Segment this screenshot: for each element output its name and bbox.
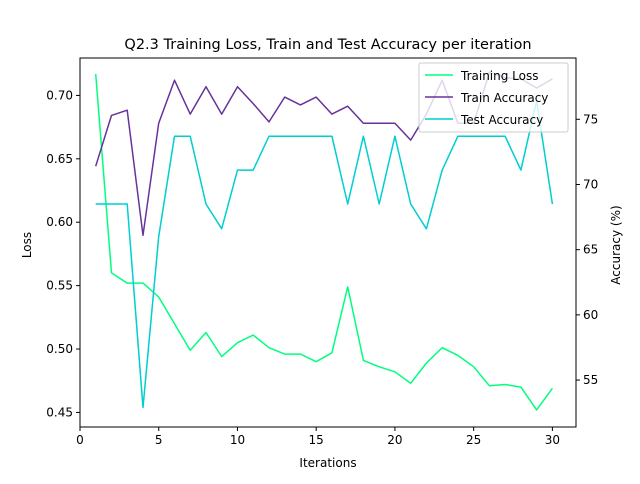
y-right-tick-label: 60 <box>583 308 598 322</box>
x-axis: 0 5 10 15 20 25 30 <box>76 427 560 447</box>
y-right-tick-label: 65 <box>583 243 598 257</box>
y-left-tick-label: 0.45 <box>46 405 73 419</box>
x-tick-label: 25 <box>466 433 481 447</box>
y-left-tick-label: 0.70 <box>46 88 73 102</box>
y-left-tick-label: 0.50 <box>46 342 73 356</box>
plot-frame <box>79 57 577 428</box>
x-axis-label: Iterations <box>299 456 356 470</box>
legend-label-test-accuracy: Test Accuracy <box>460 113 543 127</box>
legend-box <box>418 62 569 133</box>
x-tick-label: 10 <box>230 433 245 447</box>
y-axis-right-label: Accuracy (%) <box>609 205 623 284</box>
x-tick-label: 30 <box>545 433 560 447</box>
y-left-tick-label: 0.55 <box>46 279 73 293</box>
x-tick-label: 15 <box>309 433 324 447</box>
series-line-test-accuracy <box>95 100 554 409</box>
x-tick-label: 0 <box>76 433 84 447</box>
y-right-tick-label: 70 <box>583 177 598 191</box>
legend: Training Loss Train Accuracy Test Accura… <box>418 62 569 133</box>
y-left-tick-label: 0.65 <box>46 152 73 166</box>
y-axis-right: 55 60 65 70 75 <box>576 112 598 387</box>
legend-label-train-accuracy: Train Accuracy <box>460 91 548 105</box>
y-right-tick-label: 55 <box>583 373 598 387</box>
y-axis-left-label: Loss <box>20 232 34 258</box>
y-left-tick-label: 0.60 <box>46 215 73 229</box>
legend-label-training-loss: Training Loss <box>460 69 538 83</box>
x-tick-label: 5 <box>155 433 163 447</box>
y-right-tick-label: 75 <box>583 112 598 126</box>
series-line-training-loss <box>94 73 554 411</box>
x-tick-label: 20 <box>387 433 402 447</box>
y-axis-left: 0.45 0.50 0.55 0.60 0.65 0.70 <box>46 88 80 419</box>
chart-title: Q2.3 Training Loss, Train and Test Accur… <box>124 37 531 53</box>
